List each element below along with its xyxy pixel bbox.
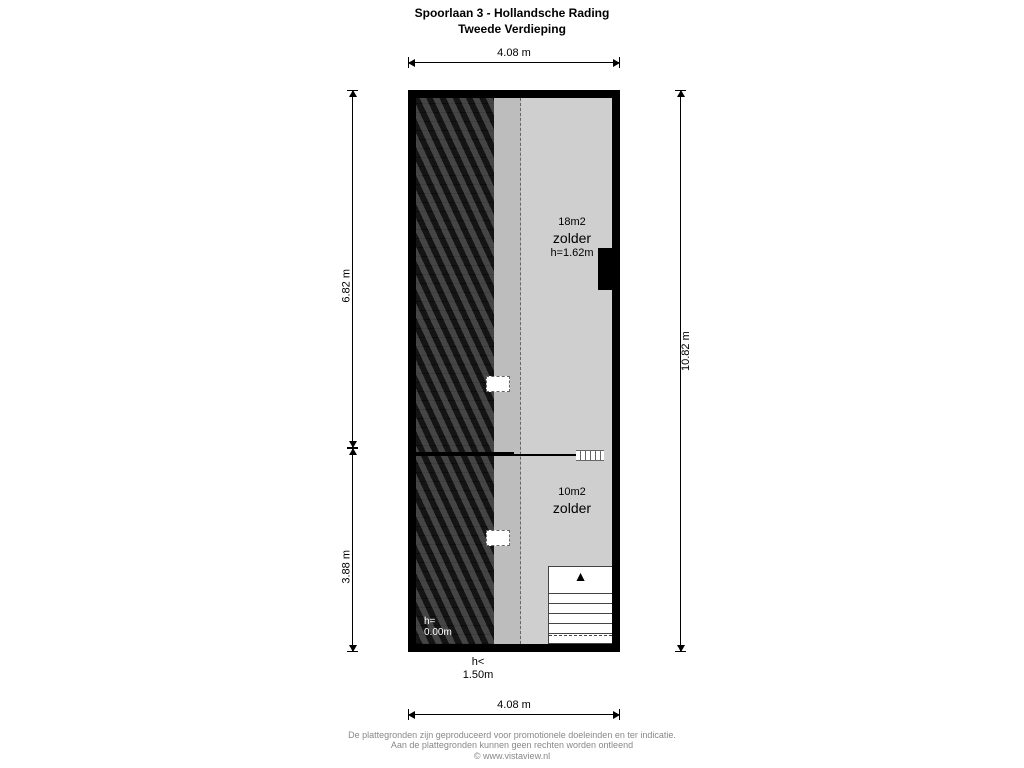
dim-bottom-width: 4.08 m: [408, 714, 620, 715]
room-upper-label: 18m2 zolder h=1.62m: [522, 216, 622, 261]
interior-wall: [416, 452, 514, 456]
dim-left-upper-label: 6.82 m: [341, 269, 353, 303]
dim-left-lower-label: 3.88 m: [341, 550, 353, 584]
room-upper-area: 18m2: [522, 216, 622, 230]
height-note-corner-top: h=: [424, 616, 452, 627]
room-upper-name: zolder: [522, 230, 622, 248]
height-note-below: h< 1.50m: [448, 656, 508, 682]
dim-top-width-label: 4.08 m: [497, 47, 531, 59]
floorplan-page: Spoorlaan 3 - Hollandsche Rading Tweede …: [0, 0, 1024, 768]
floorplan-outline: 18m2 zolder h=1.62m 10m2 zolder h= 0.00m…: [408, 90, 620, 652]
room-lower-label: 10m2 zolder: [522, 486, 622, 517]
footer-line1: De plattegronden zijn geproduceerd voor …: [0, 730, 1024, 741]
height-note-below-top: h<: [448, 656, 508, 669]
title-line2: Tweede Verdieping: [0, 22, 1024, 38]
skylight-upper: [486, 376, 510, 392]
door-opening: [576, 450, 604, 461]
title-block: Spoorlaan 3 - Hollandsche Rading Tweede …: [0, 6, 1024, 37]
dim-bottom-width-label: 4.08 m: [497, 699, 531, 711]
footer-line3: © www.vistaview.nl: [0, 751, 1024, 762]
footer-block: De plattegronden zijn geproduceerd voor …: [0, 730, 1024, 762]
height-note-below-bottom: 1.50m: [448, 669, 508, 682]
room-upper-height: h=1.62m: [522, 247, 622, 261]
skylight-lower: [486, 530, 510, 546]
dim-right-total: 10.82 m: [680, 90, 681, 652]
height-note-corner-bottom: 0.00m: [424, 627, 452, 638]
stair-break-line: [549, 635, 612, 636]
low-height-zone: [494, 98, 521, 644]
dim-top-width: 4.08 m: [408, 62, 620, 63]
stair-arrow-icon: ▲: [574, 569, 588, 583]
interior-wall-thin: [514, 454, 582, 456]
room-lower-area: 10m2: [522, 486, 622, 500]
footer-line2: Aan de plattegronden kunnen geen rechten…: [0, 740, 1024, 751]
dim-left-upper: 6.82 m: [352, 90, 353, 448]
dim-right-total-label: 10.82 m: [680, 331, 692, 371]
room-lower-name: zolder: [522, 500, 622, 518]
height-note-corner: h= 0.00m: [424, 616, 452, 638]
staircase: ▲: [548, 566, 612, 644]
roof-hatched-zone: [416, 98, 494, 644]
dim-left-lower: 3.88 m: [352, 448, 353, 652]
title-line1: Spoorlaan 3 - Hollandsche Rading: [0, 6, 1024, 22]
